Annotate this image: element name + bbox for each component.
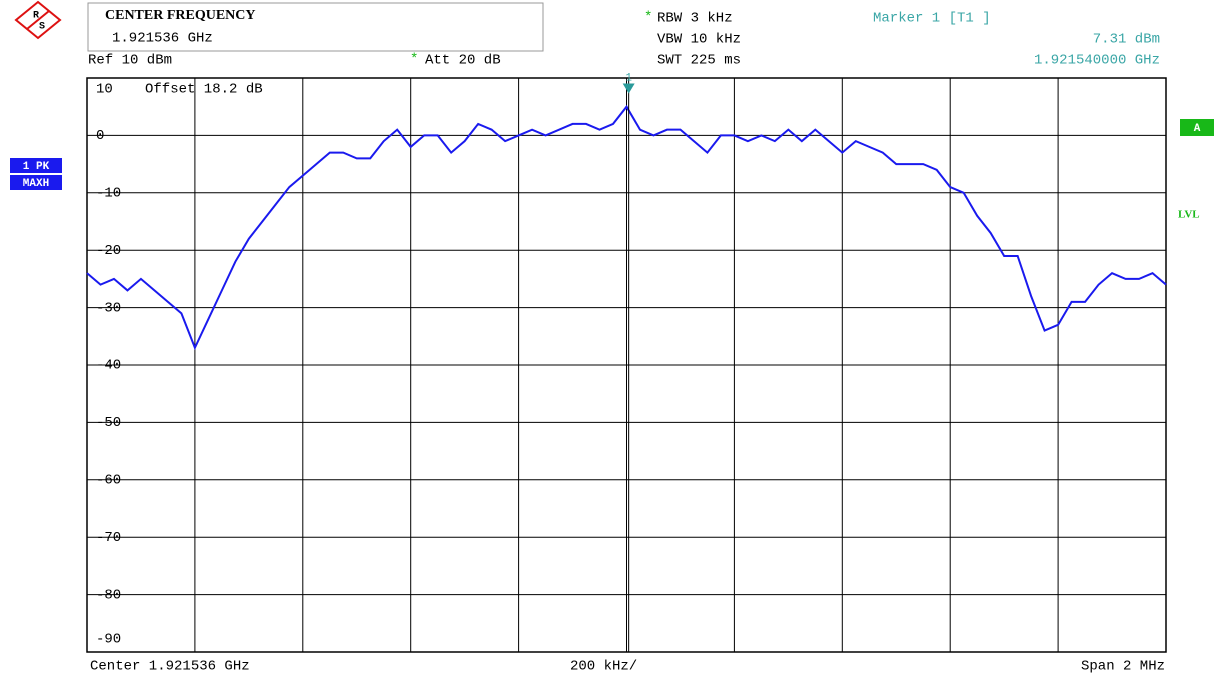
logo-stroke (26, 10, 50, 30)
y-tick-label: -70 (96, 530, 121, 546)
y-tick-label: 0 (96, 128, 104, 144)
trace (86, 104, 1167, 351)
header-title: CENTER FREQUENCY (105, 8, 256, 23)
footer-division: 200 kHz/ (570, 659, 637, 675)
a-badge (1180, 119, 1214, 136)
y-tick-label: -20 (96, 243, 121, 259)
offset-label: Offset 18.2 dB (145, 82, 263, 98)
mode-badge (10, 175, 62, 190)
y-tick-label: -80 (96, 587, 121, 603)
logo-r: R (33, 11, 39, 22)
lvl-label: LVL (1178, 209, 1200, 221)
a-label: A (1194, 123, 1201, 135)
mode-label: MAXH (23, 178, 49, 190)
ref-level: Ref 10 dBm (88, 53, 172, 69)
y-tick-label: -40 (96, 358, 121, 374)
attenuation: Att 20 dB (425, 53, 501, 69)
logo: R S (14, 0, 62, 40)
trace-badge (10, 158, 62, 173)
logo-s: S (39, 22, 45, 33)
rbw: RBW 3 kHz (657, 11, 733, 27)
marker-title: Marker 1 [T1 ] (873, 11, 991, 27)
header-box (87, 2, 544, 52)
y-tick-label: -60 (96, 473, 121, 489)
center-frequency: 1.921536 GHz (112, 31, 213, 47)
marker-frequency: 1.921540000 GHz (1034, 53, 1160, 69)
att-flag: * (410, 52, 418, 68)
footer-center: Center 1.921536 GHz (90, 659, 250, 675)
y-tick-label: -50 (96, 415, 121, 431)
trace-label: 1 PK (23, 161, 50, 173)
rbw-flag: * (644, 10, 652, 26)
y-tick-label: -90 (96, 632, 121, 648)
vbw: VBW 10 kHz (657, 32, 741, 48)
y-tick-label: -30 (96, 300, 121, 316)
sweep-time: SWT 225 ms (657, 53, 741, 69)
marker-level: 7.31 dBm (1093, 32, 1160, 48)
marker-number: 1 (625, 72, 632, 84)
marker (622, 83, 635, 94)
y-tick-label: -10 (96, 186, 121, 202)
footer-span: Span 2 MHz (1081, 659, 1165, 675)
y-tick-label: 10 (96, 82, 113, 98)
